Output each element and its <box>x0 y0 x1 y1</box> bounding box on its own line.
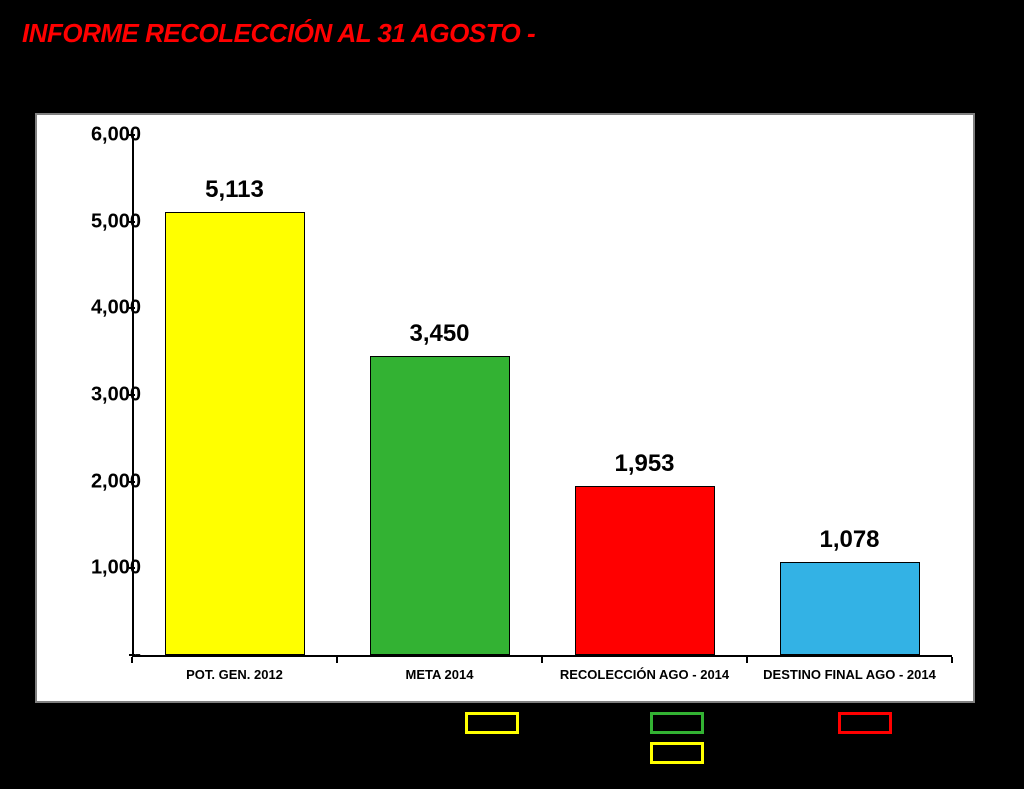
bar-value-label: 1,078 <box>819 526 879 554</box>
x-category-label: META 2014 <box>406 667 474 682</box>
x-tick-mark <box>336 657 338 663</box>
page-title: INFORME RECOLECCIÓN AL 31 AGOSTO - <box>22 18 535 49</box>
bar <box>575 486 715 655</box>
bar <box>370 356 510 655</box>
bar-value-label: 3,450 <box>409 320 469 348</box>
x-category-label: DESTINO FINAL AGO - 2014 <box>763 667 936 682</box>
chart-frame: -1,0002,0003,0004,0005,0006,000 5,1133,4… <box>35 113 975 703</box>
legend-swatch <box>650 712 704 734</box>
bar <box>165 212 305 655</box>
x-tick-mark <box>951 657 953 663</box>
x-tick-mark <box>131 657 133 663</box>
legend-swatch <box>650 742 704 764</box>
bar-value-label: 5,113 <box>205 176 264 204</box>
x-tick-mark <box>541 657 543 663</box>
x-category-label: RECOLECCIÓN AGO - 2014 <box>560 667 729 682</box>
x-category-label: POT. GEN. 2012 <box>186 667 283 682</box>
plot-area: 5,113 3,450 1,953 1,078 <box>132 135 952 655</box>
x-tick-mark <box>746 657 748 663</box>
bar-value-label: 1,953 <box>614 450 674 478</box>
legend-swatch <box>838 712 892 734</box>
legend-swatch <box>465 712 519 734</box>
bar <box>780 562 920 655</box>
